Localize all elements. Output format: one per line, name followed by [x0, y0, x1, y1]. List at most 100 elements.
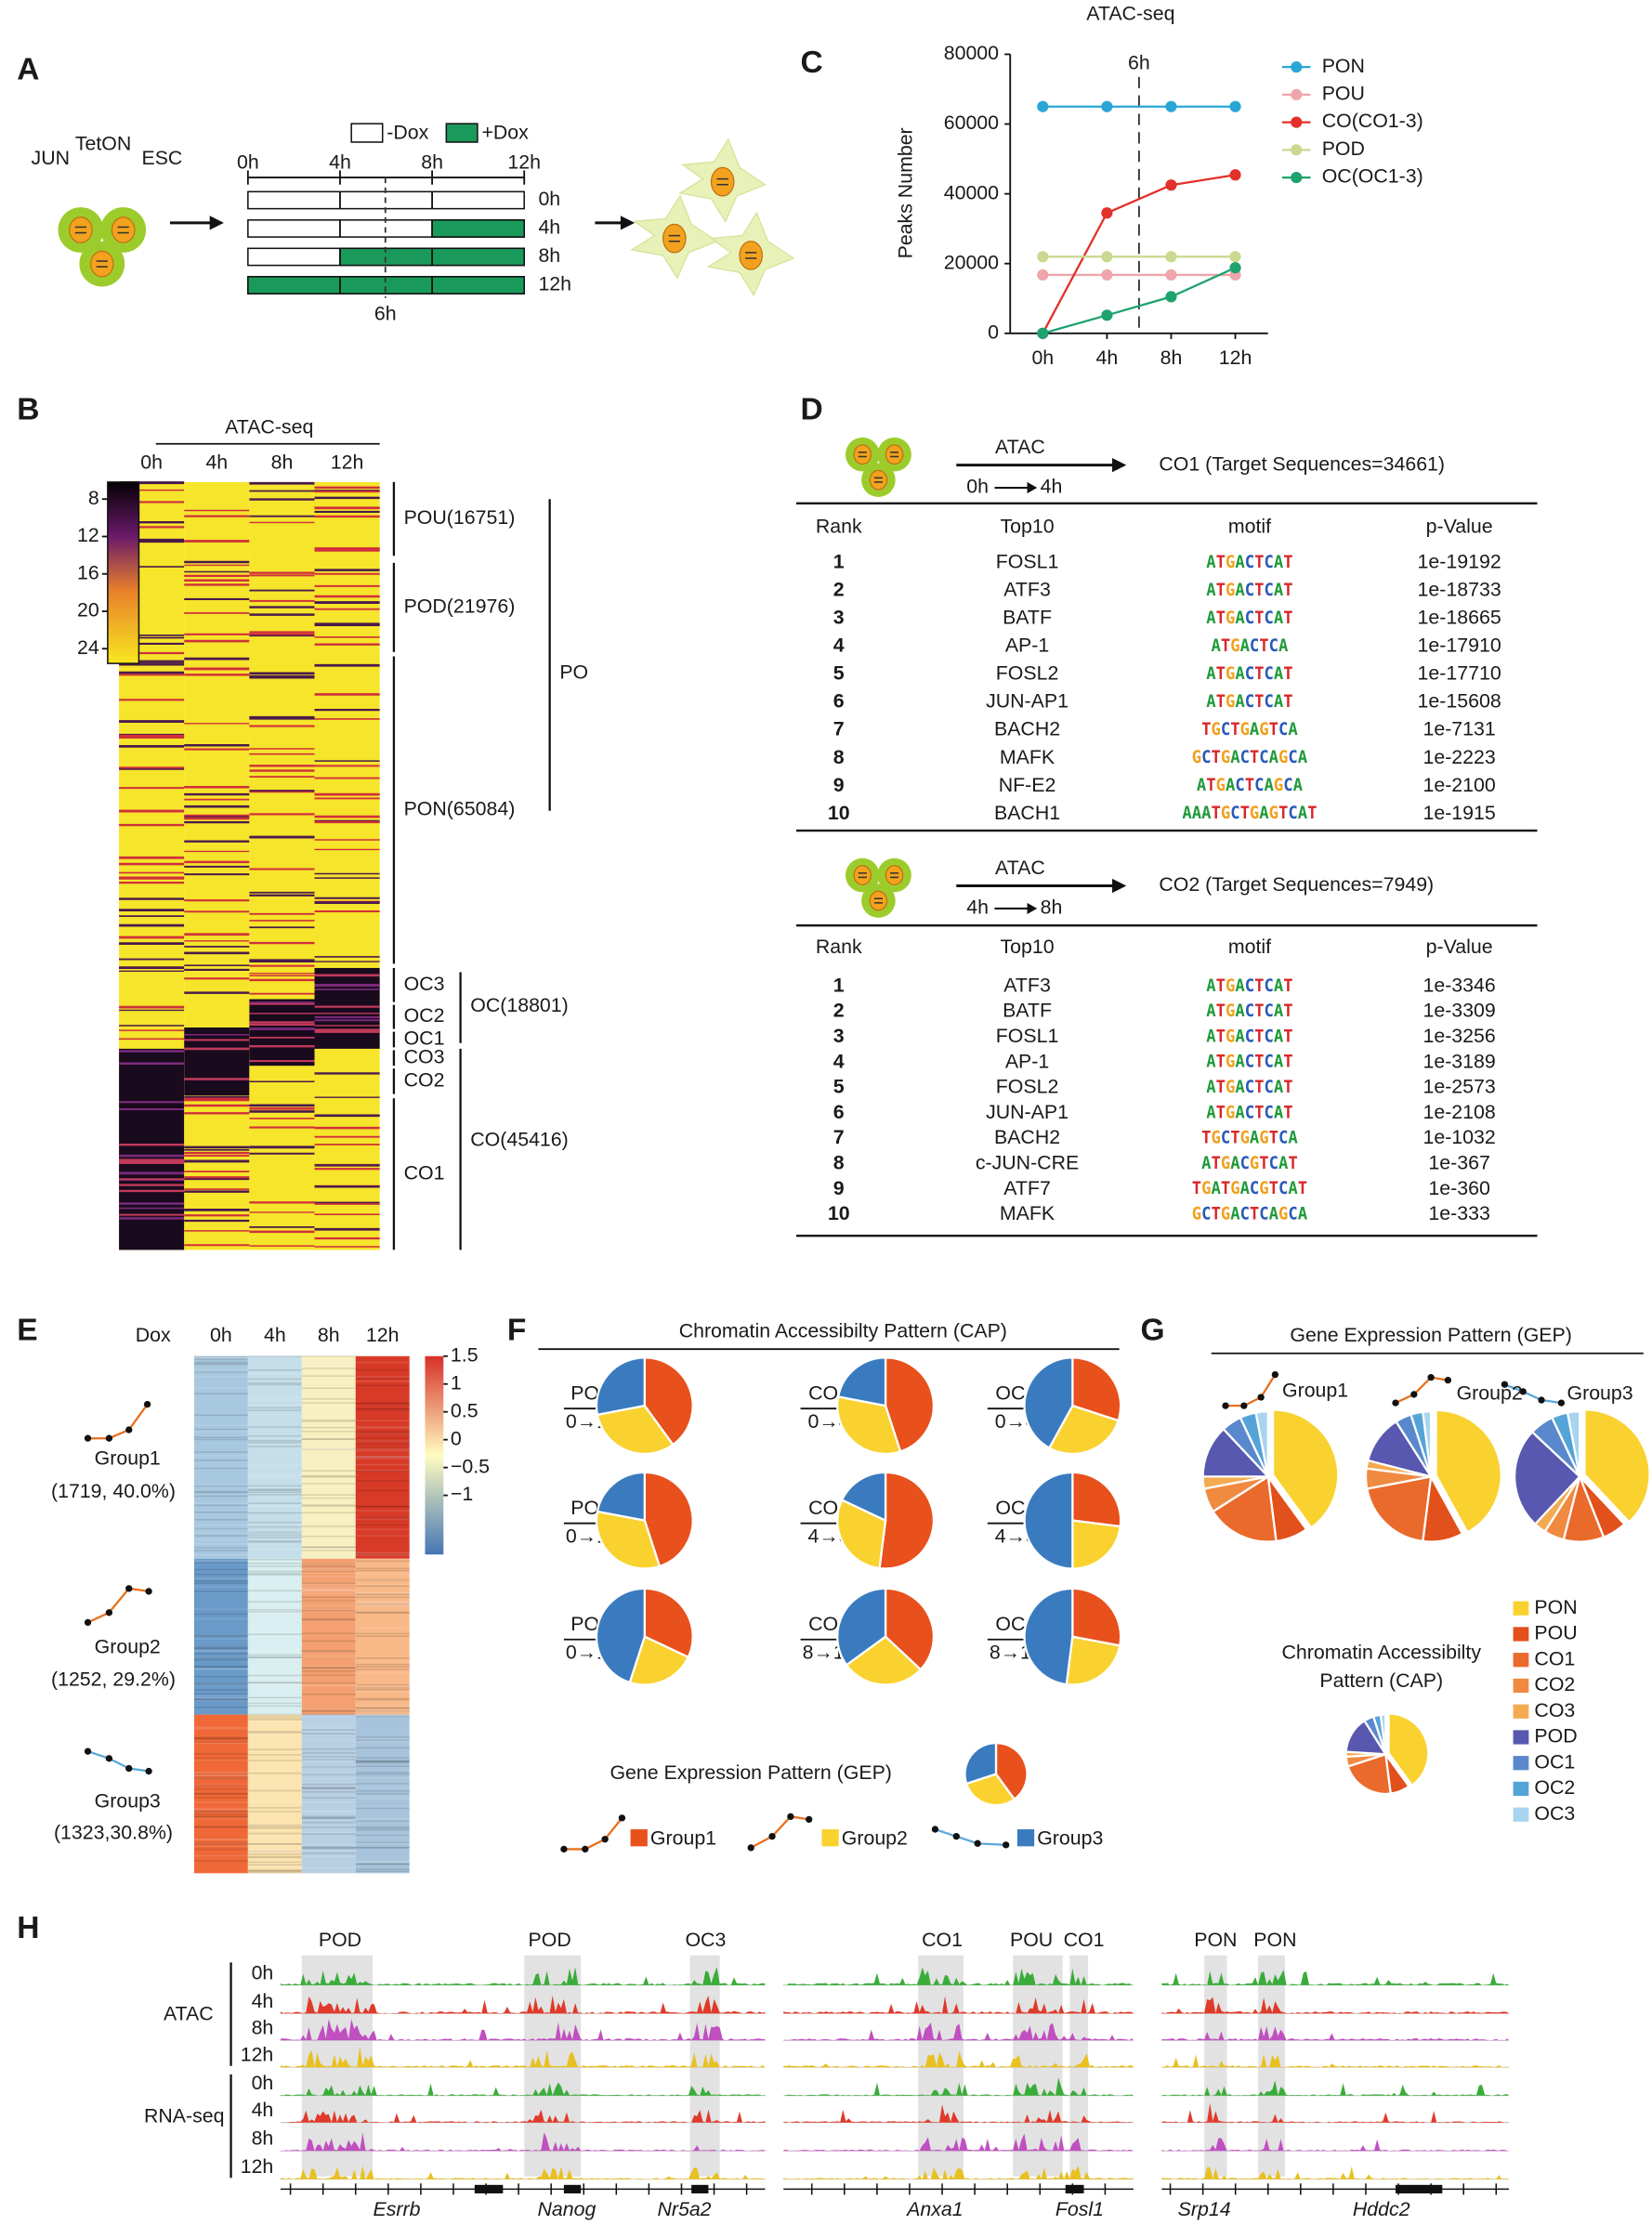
group-label: CO(45416) — [470, 1129, 569, 1151]
exon — [474, 2184, 504, 2193]
group-detail: (1719, 40.0%) — [51, 1480, 176, 1502]
data-point — [1101, 100, 1113, 112]
group-label: PO — [559, 661, 588, 683]
row-label: 4h — [538, 216, 560, 239]
x-tick-label: 12h — [1219, 347, 1252, 369]
data-point — [1037, 100, 1049, 112]
signal-track — [280, 2046, 766, 2068]
timeline-label: 4h — [329, 151, 351, 173]
timeline-label: 8h — [421, 151, 443, 173]
trend-dot — [1271, 1370, 1279, 1379]
trend-dot — [1392, 1399, 1399, 1407]
gene-name: Nr5a2 — [657, 2198, 711, 2220]
time-from: 4h — [966, 897, 989, 919]
signal-track — [783, 2022, 1134, 2041]
motif: ATGACTCAT — [1206, 1078, 1292, 1097]
trend-dot — [787, 1813, 794, 1821]
time-to: 8h — [1041, 897, 1063, 919]
column-header: Top10 — [1000, 936, 1054, 958]
region-label: OC3 — [685, 1929, 726, 1951]
panel-label: G — [1141, 1314, 1165, 1348]
heatmap-cell — [355, 1714, 410, 1874]
assay-label: ATAC — [995, 436, 1045, 458]
exon — [691, 2184, 709, 2193]
panel-title: Chromatin Accessibilty Pattern (CAP) — [679, 1319, 1007, 1342]
row-label: 12h — [538, 273, 571, 295]
pie-slice — [595, 1587, 646, 1684]
legend-label: Group3 — [1037, 1826, 1103, 1849]
column-label: 4h — [205, 452, 228, 474]
pie-slice — [1071, 1519, 1122, 1570]
nucleus — [853, 865, 872, 885]
signal-track — [783, 1967, 1134, 1985]
timeline-label: 0h — [237, 151, 259, 173]
exon — [563, 2184, 582, 2193]
signal-track — [280, 2132, 766, 2152]
timepoint-label: 0h — [252, 2072, 274, 2094]
trend-icon — [87, 1403, 149, 1440]
timepoint-label: 4h — [252, 2099, 274, 2121]
pie-slice — [1023, 1587, 1074, 1686]
rank: 1 — [833, 974, 845, 996]
motif-name: JUN-AP1 — [986, 1101, 1069, 1123]
dox-segment — [431, 219, 525, 238]
column-label: 8h — [271, 452, 294, 474]
cluster-label: CO2 — [404, 1069, 445, 1092]
panel-title: Gene Expression Pattern (GEP) — [1290, 1324, 1571, 1346]
p-value: 1e-18665 — [1418, 607, 1501, 629]
heatmap-cell — [314, 967, 380, 1049]
trend-dot — [84, 1618, 92, 1627]
rank: 2 — [833, 1000, 845, 1022]
group-name: Group2 — [95, 1636, 161, 1658]
column-label: 12h — [331, 452, 364, 474]
data-point — [1101, 268, 1113, 281]
pie-slice — [595, 1510, 662, 1570]
timeline-label: 12h — [507, 151, 541, 173]
legend-label: CO(CO1-3) — [1322, 110, 1423, 132]
result-label: CO1 (Target Sequences=34661) — [1159, 452, 1445, 475]
p-value: 1e-2100 — [1423, 774, 1495, 796]
cluster-label: POD(21976) — [404, 596, 516, 618]
column-header: motif — [1228, 936, 1271, 958]
pie-slice — [1422, 1410, 1433, 1477]
pie-slice — [643, 1471, 694, 1568]
time-to: 4h — [1041, 476, 1063, 498]
motif-name: ATF7 — [1003, 1177, 1051, 1199]
pie-name: Group1 — [1282, 1380, 1348, 1402]
trend-dot — [618, 1814, 626, 1822]
row-label: 0h — [538, 188, 560, 210]
cluster-label: PON(65084) — [404, 798, 516, 820]
pie-slice — [1071, 1356, 1122, 1422]
legend-label: OC2 — [1534, 1776, 1575, 1799]
signal-track — [280, 1967, 766, 1985]
legend-label: +Dox — [481, 121, 529, 143]
legend-marker — [1291, 88, 1303, 100]
pie-slice — [964, 1773, 1016, 1807]
nucleus — [69, 216, 93, 243]
legend-label: CO1 — [1534, 1647, 1575, 1669]
assay-label: ATAC — [164, 2002, 214, 2024]
y-tick-label: 60000 — [944, 111, 999, 134]
arrow-head — [1027, 902, 1038, 915]
motif-name: ATF3 — [1003, 579, 1051, 601]
rank: 8 — [833, 746, 845, 768]
motif: GCTGACTCAGCA — [1192, 1204, 1307, 1224]
trend-dot — [1444, 1377, 1452, 1384]
cluster-label: OC1 — [404, 1027, 445, 1050]
motif: ATGACTCAT — [1206, 664, 1292, 684]
region-label: CO1 — [1064, 1929, 1105, 1951]
motif: GCTGACTCAGCA — [1192, 748, 1307, 767]
timepoint-label: 12h — [241, 2044, 274, 2066]
series-line — [1042, 267, 1237, 334]
heatmap-cell — [301, 1355, 356, 1559]
motif-name: AP-1 — [1005, 1050, 1049, 1072]
motif-name: c-JUN-CRE — [976, 1151, 1079, 1173]
row-label: 8h — [538, 244, 560, 267]
trend-dot — [1410, 1391, 1418, 1398]
p-value: 1e-333 — [1428, 1202, 1489, 1224]
data-point — [1229, 100, 1241, 112]
rank: 8 — [833, 1151, 845, 1173]
panel-label: B — [17, 393, 39, 427]
nucleus — [885, 444, 904, 465]
annotation: 6h — [1128, 52, 1150, 74]
